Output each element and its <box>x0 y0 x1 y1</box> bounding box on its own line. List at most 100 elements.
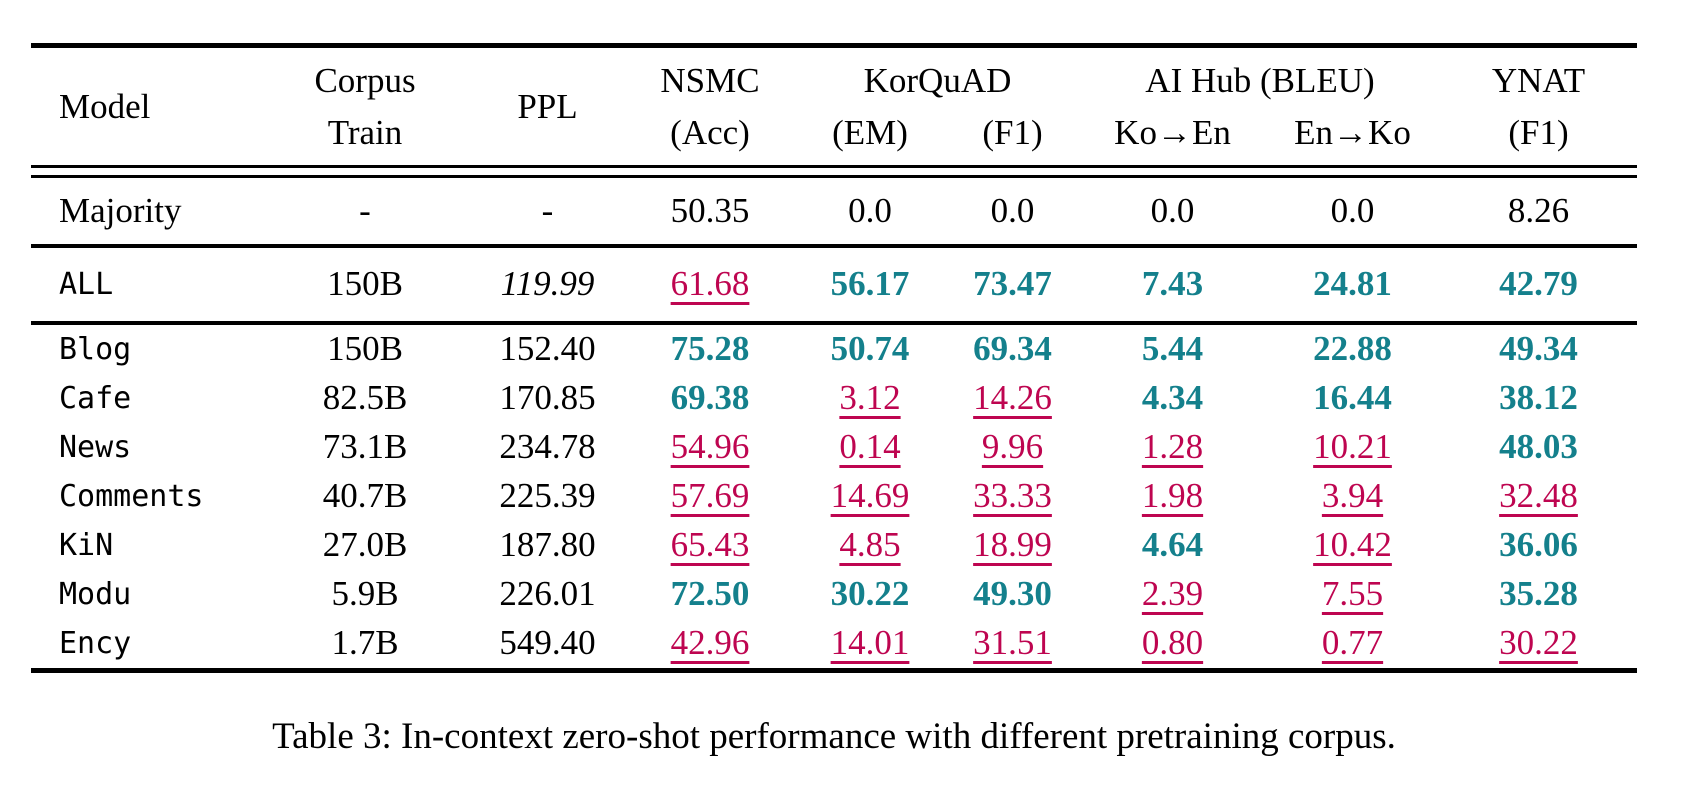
table-row-majority: Majority - - 50.35 0.0 0.0 0.0 0.0 8.26 <box>31 178 1637 244</box>
column-header-model: Model <box>59 86 151 126</box>
majority-separator-rule <box>31 244 1637 248</box>
aihub-en-ko-cell: 10.42 <box>1313 525 1392 565</box>
column-header-corpus: Corpus <box>314 60 416 100</box>
column-header-corpus-train: Train <box>327 112 403 152</box>
ynat-f1-cell: 35.28 <box>1499 574 1578 614</box>
model-name-cell: Modu <box>59 577 132 612</box>
model-name-cell: ALL <box>59 267 114 302</box>
aihub-en-ko-cell: 10.21 <box>1313 427 1392 467</box>
korquad-em-cell: 4.85 <box>839 525 901 565</box>
ynat-f1-cell: 42.79 <box>1499 264 1578 304</box>
table-row-ency: Ency 1.7B 549.40 42.96 14.01 31.51 0.80 … <box>31 619 1637 668</box>
ppl-cell: 119.99 <box>500 264 595 304</box>
korquad-f1-cell: 14.26 <box>973 378 1052 418</box>
korquad-em-cell: 56.17 <box>830 264 910 304</box>
aihub-ko-en-cell: 4.64 <box>1141 525 1204 565</box>
model-name-cell: Cafe <box>59 381 132 416</box>
aihub-en-ko-cell: 0.77 <box>1321 623 1384 663</box>
header-rule-2 <box>31 175 1637 178</box>
korquad-f1-cell: 18.99 <box>973 525 1052 565</box>
korquad-em-cell: 14.69 <box>830 476 910 516</box>
table-row-blog: Blog 150B 152.40 75.28 50.74 69.34 5.44 … <box>31 325 1637 374</box>
aihub-ko-en-cell: 5.44 <box>1141 329 1204 369</box>
ppl-cell: 170.85 <box>499 378 596 418</box>
column-header-nsmc: NSMC <box>660 60 760 100</box>
aihub-en-ko-cell: 24.81 <box>1313 264 1392 304</box>
ynat-f1-cell: 32.48 <box>1499 476 1578 516</box>
aihub-ko-en-cell: 0.0 <box>1150 190 1195 230</box>
corpus-train-cell: 1.7B <box>331 623 399 663</box>
model-name-cell: KiN <box>59 528 114 563</box>
column-header-ppl: PPL <box>517 86 578 126</box>
korquad-em-cell: 0.0 <box>848 190 892 230</box>
aihub-en-ko-cell: 3.94 <box>1321 476 1384 516</box>
korquad-em-cell: 14.01 <box>830 623 910 663</box>
column-header-en-to-ko: En→Ko <box>1294 112 1411 152</box>
table-row-news: News 73.1B 234.78 54.96 0.14 9.96 1.28 1… <box>31 423 1637 472</box>
korquad-f1-cell: 31.51 <box>973 623 1052 663</box>
model-name-cell: Comments <box>59 479 204 514</box>
model-name-cell: Blog <box>59 332 132 367</box>
aihub-en-ko-cell: 0.0 <box>1330 190 1375 230</box>
ppl-cell: 187.80 <box>499 525 596 565</box>
ppl-cell: 225.39 <box>499 476 596 516</box>
aihub-en-ko-cell: 16.44 <box>1313 378 1392 418</box>
corpus-train-cell: 73.1B <box>322 427 408 467</box>
header-rule-1 <box>31 165 1637 168</box>
aihub-ko-en-cell: 0.80 <box>1141 623 1204 663</box>
nsmc-acc-cell: 57.69 <box>670 476 750 516</box>
table-header: Model Corpus Train PPL NSMC (Acc) KorQuA… <box>31 48 1637 165</box>
korquad-em-cell: 30.22 <box>830 574 910 614</box>
column-header-korquad-f1: (F1) <box>982 112 1043 152</box>
korquad-f1-cell: 73.47 <box>973 264 1052 304</box>
ynat-f1-cell: 38.12 <box>1499 378 1578 418</box>
column-group-korquad: KorQuAD <box>863 60 1012 100</box>
aihub-en-ko-cell: 22.88 <box>1313 329 1392 369</box>
corpus-train-cell: 150B <box>327 329 403 369</box>
ppl-cell: 226.01 <box>499 574 596 614</box>
korquad-f1-cell: 69.34 <box>973 329 1052 369</box>
table-bottom-rule <box>31 668 1637 673</box>
corpus-train-cell: 82.5B <box>322 378 408 418</box>
corpus-train-cell: 27.0B <box>322 525 408 565</box>
korquad-f1-cell: 49.30 <box>973 574 1052 614</box>
aihub-ko-en-cell: 4.34 <box>1141 378 1204 418</box>
nsmc-acc-cell: 42.96 <box>670 623 750 663</box>
table-caption: Table 3: In-context zero-shot performanc… <box>272 716 1396 757</box>
nsmc-acc-cell: 65.43 <box>670 525 750 565</box>
corpus-train-cell: 150B <box>327 264 403 304</box>
nsmc-acc-cell: 61.68 <box>670 264 750 304</box>
aihub-en-ko-cell: 7.55 <box>1321 574 1384 614</box>
corpus-train-cell: - <box>359 190 371 230</box>
table-row-all: ALL 150B 119.99 61.68 56.17 73.47 7.43 2… <box>31 248 1637 321</box>
nsmc-acc-cell: 54.96 <box>670 427 750 467</box>
ynat-f1-cell: 8.26 <box>1507 190 1570 230</box>
nsmc-acc-cell: 69.38 <box>670 378 750 418</box>
nsmc-acc-cell: 75.28 <box>670 329 750 369</box>
nsmc-acc-cell: 72.50 <box>670 574 750 614</box>
model-name-cell: Ency <box>59 626 132 661</box>
aihub-ko-en-cell: 1.28 <box>1141 427 1204 467</box>
korquad-f1-cell: 9.96 <box>981 427 1044 467</box>
column-header-ko-to-en: Ko→En <box>1114 112 1231 152</box>
model-name-cell: Majority <box>59 190 182 230</box>
aihub-ko-en-cell: 1.98 <box>1141 476 1204 516</box>
aihub-ko-en-cell: 2.39 <box>1141 574 1204 614</box>
ppl-cell: 549.40 <box>499 623 596 663</box>
korquad-f1-cell: 0.0 <box>990 190 1035 230</box>
table-row-comments: Comments 40.7B 225.39 57.69 14.69 33.33 … <box>31 472 1637 521</box>
column-header-ynat-f1: (F1) <box>1508 112 1569 152</box>
korquad-em-cell: 3.12 <box>839 378 901 418</box>
column-header-korquad-em: (EM) <box>832 112 908 152</box>
ynat-f1-cell: 48.03 <box>1499 427 1578 467</box>
nsmc-acc-cell: 50.35 <box>670 190 750 230</box>
korquad-em-cell: 0.14 <box>839 427 901 467</box>
column-header-nsmc-acc: (Acc) <box>670 112 750 152</box>
ynat-f1-cell: 49.34 <box>1499 329 1578 369</box>
ppl-cell: 152.40 <box>499 329 596 369</box>
header-rule-gap <box>31 168 1637 175</box>
korquad-f1-cell: 33.33 <box>973 476 1052 516</box>
table-top-rule <box>31 43 1637 48</box>
table-row-modu: Modu 5.9B 226.01 72.50 30.22 49.30 2.39 … <box>31 570 1637 619</box>
ppl-cell: 234.78 <box>499 427 596 467</box>
